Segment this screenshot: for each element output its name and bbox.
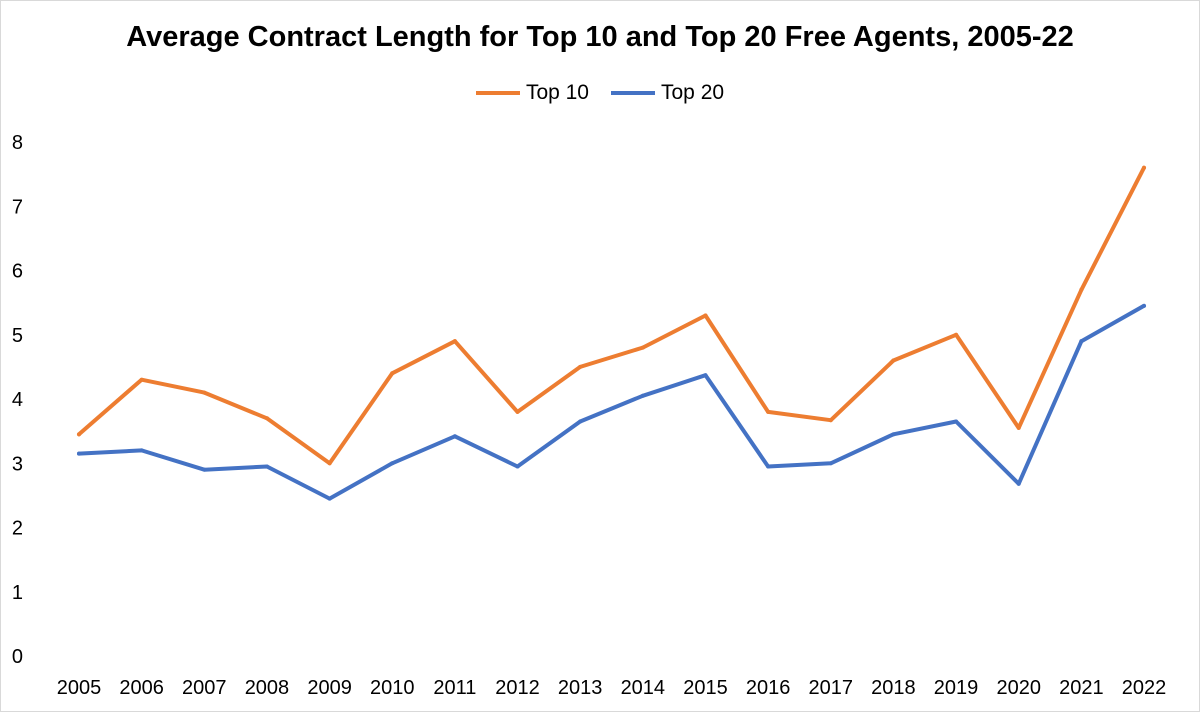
data-point [327,461,332,466]
data-point [1079,339,1084,344]
y-axis: 0 1 2 3 4 5 6 7 8 [12,132,23,668]
data-point [640,345,645,350]
y-tick-label: 8 [12,132,23,154]
data-point [954,332,959,337]
x-tick-label: 2016 [746,677,791,699]
x-tick-label: 2022 [1122,677,1167,699]
data-point [264,416,269,421]
data-point [766,409,771,414]
data-point [264,464,269,469]
legend-item-series-1: Top 20 [611,81,724,105]
x-tick-label: 2019 [934,677,979,699]
legend-label-series-1: Top 20 [661,81,725,104]
data-point [828,418,833,423]
y-tick-label: 4 [12,389,23,411]
x-tick-label: 2017 [809,677,854,699]
data-point [139,448,144,453]
data-point [327,496,332,501]
series-layer [77,165,1146,501]
data-point [640,393,645,398]
x-tick-label: 2013 [558,677,603,699]
data-point [515,464,520,469]
data-point [1016,481,1021,486]
x-tick-label: 2011 [433,677,476,699]
y-tick-label: 1 [12,582,23,604]
data-point [77,432,81,437]
data-point [452,339,457,344]
x-tick-label: 2015 [683,677,728,699]
data-point [202,467,207,472]
x-tick-label: 2008 [245,677,290,699]
legend-label-series-0: Top 10 [525,81,589,104]
chart-legend: Top 10 Top 20 [1,81,1199,105]
data-point [1016,425,1021,430]
data-point [1142,303,1146,308]
legend-item-series-0: Top 10 [475,81,589,105]
series-0 [77,165,1146,466]
legend-swatch-series-0 [475,91,520,95]
y-tick-label: 6 [12,261,23,283]
data-point [891,432,896,437]
chart-title: Average Contract Length for Top 10 and T… [126,21,1074,53]
x-tick-label: 2014 [621,677,666,699]
data-point [139,377,144,382]
series-line-0 [77,165,1146,466]
y-tick-label: 2 [12,518,23,540]
y-tick-label: 5 [12,325,23,347]
x-tick-label: 2009 [307,677,352,699]
data-point [703,313,708,318]
data-point [515,409,520,414]
data-point [703,373,708,378]
y-tick-label: 0 [12,646,23,668]
data-point [390,371,395,376]
data-point [828,461,833,466]
y-tick-label: 7 [12,196,23,218]
data-point [77,451,81,456]
x-tick-label: 2010 [370,677,415,699]
legend-swatch-series-1 [611,91,655,95]
data-point [578,419,583,424]
x-tick-label: 2020 [996,677,1041,699]
data-point [891,358,896,363]
x-tick-label: 2012 [495,677,540,699]
data-point [766,464,771,469]
data-point [202,390,207,395]
x-axis: 2005 2006 2007 2008 2009 2010 2011 2012 2013 2014… [57,677,1167,699]
data-point [578,364,583,369]
data-point [1142,165,1146,170]
data-point [452,434,457,439]
x-tick-label: 2021 [1059,677,1104,699]
x-tick-label: 2018 [871,677,916,699]
data-point [390,461,395,466]
x-tick-label: 2005 [57,677,102,699]
series-1 [77,303,1146,501]
x-tick-label: 2007 [182,677,227,699]
x-tick-label: 2006 [119,677,164,699]
series-line-1 [77,303,1146,501]
y-tick-label: 3 [12,453,23,475]
data-point [1079,287,1084,292]
data-point [954,419,959,424]
